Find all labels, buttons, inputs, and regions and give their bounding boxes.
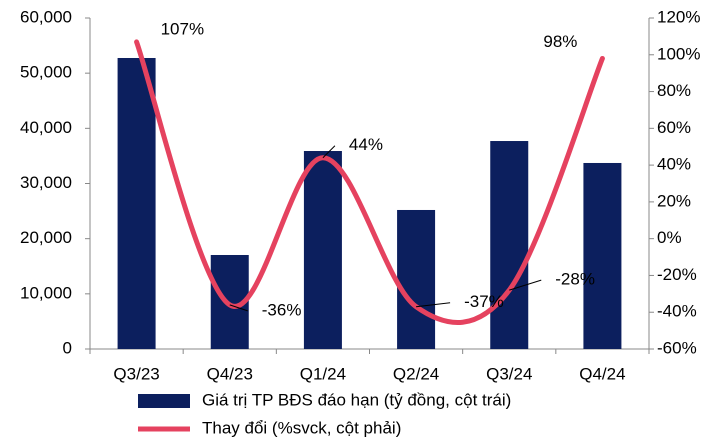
- y2-tick-label: 60%: [657, 118, 691, 137]
- legend-label: Giá trị TP BĐS đáo hạn (tỷ đồng, cột trá…: [202, 390, 511, 409]
- data-label: -37%: [464, 292, 504, 311]
- y-tick-label: 30,000: [20, 173, 72, 192]
- y2-tick-label: 100%: [657, 44, 700, 63]
- bar: [490, 141, 529, 349]
- legend-swatch: [138, 394, 190, 408]
- y-tick-label: 10,000: [20, 283, 72, 302]
- leader-line: [229, 304, 248, 312]
- data-label: 98%: [543, 32, 577, 51]
- data-label: -36%: [262, 300, 302, 319]
- x-tick-label: Q2/24: [393, 364, 439, 383]
- leader-line: [509, 279, 542, 291]
- legend-label: Thay đổi (%svck, cột phải): [202, 418, 401, 437]
- x-tick-label: Q3/23: [113, 364, 159, 383]
- y-tick-label: 60,000: [20, 7, 72, 26]
- data-label: 107%: [161, 19, 204, 38]
- leader-line: [416, 302, 451, 308]
- y2-tick-label: 20%: [657, 191, 691, 210]
- y2-tick-label: -60%: [657, 338, 697, 357]
- y-tick-label: 40,000: [20, 118, 72, 137]
- y-tick-label: 20,000: [20, 228, 72, 247]
- y2-tick-label: 0%: [657, 228, 682, 247]
- x-tick-label: Q4/23: [207, 364, 253, 383]
- line: [134, 39, 605, 325]
- bar: [397, 209, 436, 349]
- x-tick-label: Q4/24: [579, 364, 625, 383]
- bar: [303, 151, 342, 349]
- y2-tick-label: 120%: [657, 7, 700, 26]
- y2-tick-label: -40%: [657, 302, 697, 321]
- data-label: 44%: [349, 135, 383, 154]
- bar: [117, 57, 156, 349]
- y-tick-label: 0: [63, 338, 72, 357]
- leader-line: [322, 145, 336, 159]
- bar: [583, 162, 622, 349]
- x-tick-label: Q1/24: [300, 364, 346, 383]
- x-tick-label: Q3/24: [486, 364, 532, 383]
- y2-tick-label: -20%: [657, 265, 697, 284]
- data-label: -28%: [555, 270, 595, 289]
- y-tick-label: 50,000: [20, 63, 72, 82]
- y2-tick-label: 80%: [657, 81, 691, 100]
- y2-tick-label: 40%: [657, 155, 691, 174]
